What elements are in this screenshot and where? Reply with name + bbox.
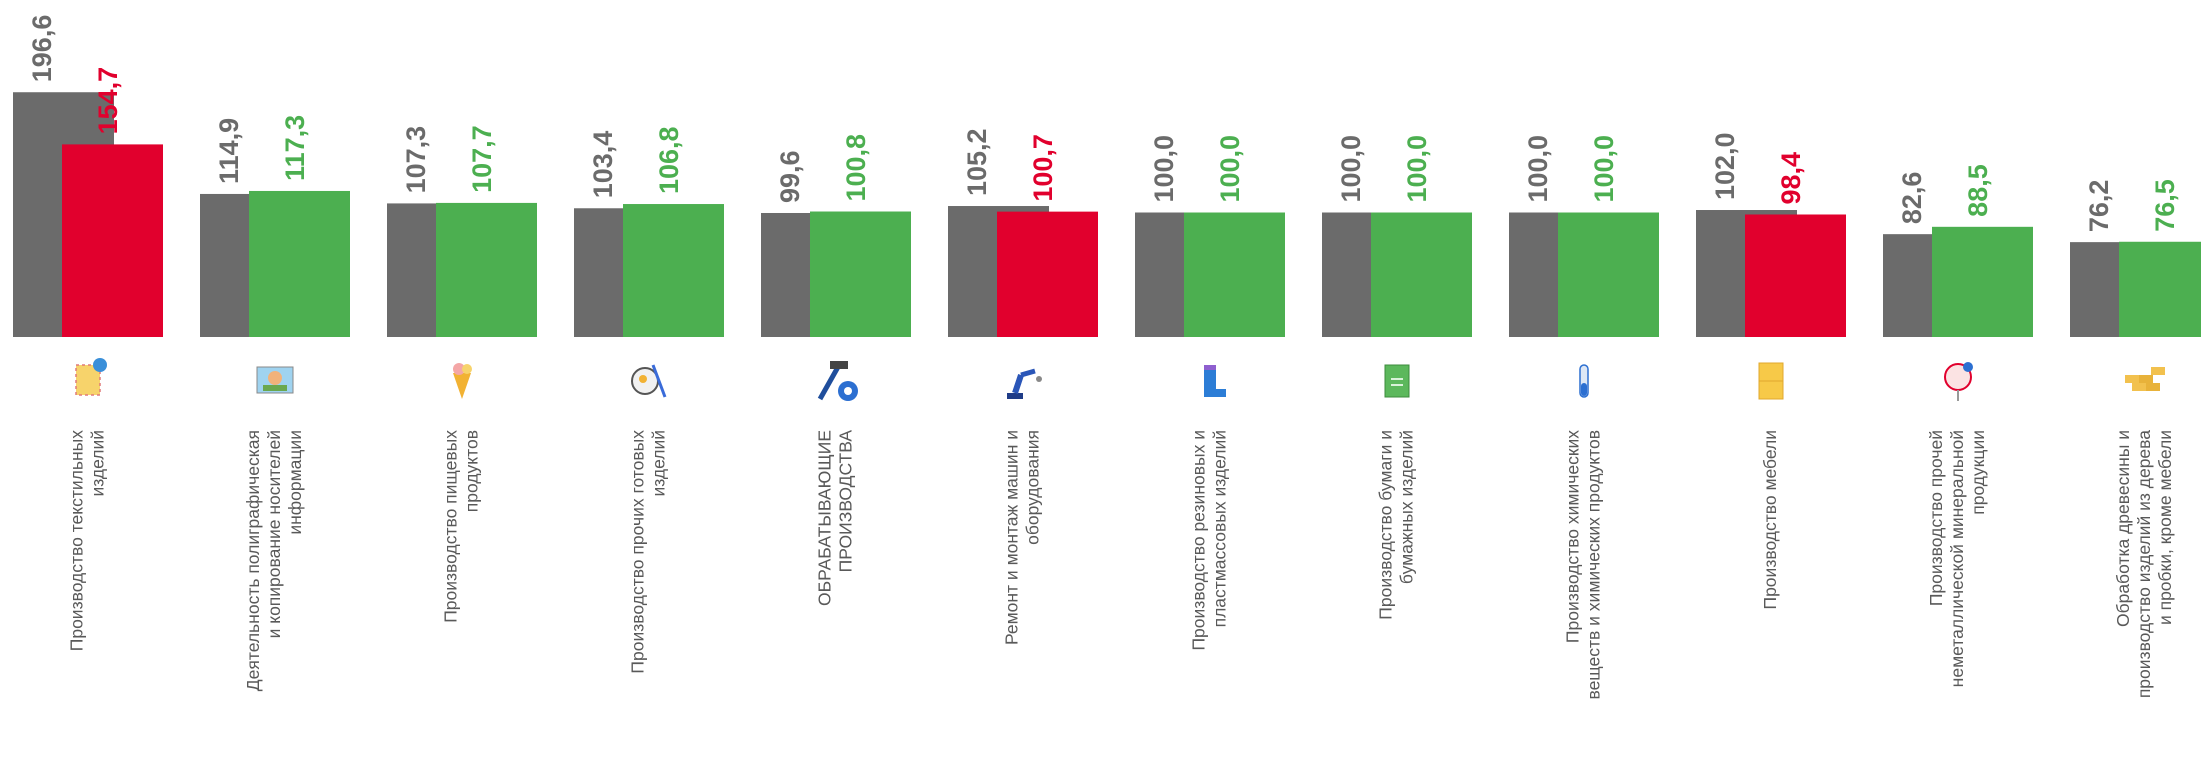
bar-current (62, 144, 163, 337)
bar-current (1932, 226, 2033, 337)
data-label-current: 100,0 (1589, 135, 1619, 203)
category-label-line: Производство бумаги и (1376, 430, 1396, 620)
category-label-line: Ремонт и монтаж машин и (1002, 430, 1022, 645)
category-label: ОБРАБАТЫВАЮЩИЕПРОИЗВОДСТВА (815, 430, 856, 606)
data-label-previous: 100,0 (1523, 135, 1553, 203)
mineral-icon (1944, 362, 1973, 401)
food-icon (453, 363, 472, 399)
bar-current (249, 190, 350, 337)
category-label-line: Производство текстильных (67, 430, 87, 651)
category-label-line: Производство мебели (1760, 430, 1780, 610)
category-label-line: ОБРАБАТЫВАЮЩИЕ (815, 430, 835, 606)
data-label-previous: 100,0 (1149, 135, 1179, 203)
paper-icon (1384, 364, 1410, 398)
category-label: Производство резиновых ипластмассовых из… (1189, 430, 1230, 651)
wood-icon (2125, 367, 2165, 391)
data-label-current: 100,7 (1028, 134, 1058, 202)
bar-current (997, 211, 1098, 337)
data-label-current: 100,0 (1215, 135, 1245, 203)
bar-current (810, 211, 911, 337)
category-label-line: бумажных изделий (1397, 430, 1417, 584)
category-label-line: информации (285, 430, 305, 535)
category-label: Производство бумаги ибумажных изделий (1376, 430, 1417, 620)
category-label: Производство мебели (1760, 430, 1780, 610)
manufacturing-icon (817, 361, 858, 401)
category-label-line: ПРОИЗВОДСТВА (836, 430, 856, 573)
category-label-line: неметаллической минеральной (1947, 430, 1967, 687)
category-label-line: пластмассовых изделий (1210, 430, 1230, 627)
category-label-line: веществ и химических продуктов (1584, 430, 1604, 700)
bar-current (1184, 212, 1285, 337)
category-label: Производство текстильныхизделий (67, 430, 108, 651)
category-label-line: Деятельность полиграфическая (243, 430, 263, 691)
category-label-line: Производство химических (1563, 430, 1583, 643)
printing-icon (256, 366, 294, 394)
data-label-previous: 76,2 (2084, 180, 2114, 233)
data-label-current: 98,4 (1776, 152, 1806, 205)
category-label-line: Производство прочей (1926, 430, 1946, 606)
data-label-previous: 107,3 (401, 126, 431, 194)
data-label-previous: 82,6 (1897, 172, 1927, 225)
category-label-line: продуктов (462, 430, 482, 512)
chemistry-icon (1579, 364, 1589, 398)
bar-current (1558, 212, 1659, 337)
data-label-previous: 105,2 (962, 128, 992, 196)
finished-goods-icon (631, 364, 667, 398)
bar-current (2119, 241, 2201, 337)
category-label-line: Обработка древесины и (2113, 430, 2133, 627)
data-label-previous: 100,0 (1336, 135, 1366, 203)
category-label: Производство химическихвеществ и химичес… (1563, 430, 1604, 700)
data-label-previous: 114,9 (214, 118, 244, 184)
data-label-current: 106,8 (654, 126, 684, 194)
textile-icon (75, 358, 107, 396)
bar-current (623, 204, 724, 337)
data-label-previous: 99,6 (775, 150, 805, 203)
category-label: Обработка древесины ипроизводство издели… (2113, 430, 2175, 698)
data-label-current: 154,7 (93, 67, 123, 135)
data-label-current: 88,5 (1963, 164, 1993, 217)
furniture-icon (1758, 362, 1784, 400)
category-label-line: изделий (649, 430, 669, 497)
category-label-line: и копирование носителей (264, 430, 284, 638)
category-label-line: Производство пищевых (441, 430, 461, 623)
data-label-previous: 196,6 (27, 15, 57, 83)
data-label-current: 100,8 (841, 134, 871, 202)
data-label-previous: 102,0 (1710, 132, 1740, 200)
category-label-line: Производство резиновых и (1189, 430, 1209, 651)
bar-current (1745, 214, 1846, 337)
category-label: Производство пищевыхпродуктов (441, 430, 482, 623)
category-label: Ремонт и монтаж машин иоборудования (1002, 430, 1043, 645)
category-label: Деятельность полиграфическаяи копировани… (243, 430, 305, 691)
category-label: Производство прочих готовыхизделий (628, 430, 669, 674)
data-label-previous: 103,4 (588, 131, 618, 199)
bar-current (436, 202, 537, 337)
category-label-line: продукции (1968, 430, 1988, 515)
data-label-current: 117,3 (280, 115, 310, 181)
category-label-line: изделий (88, 430, 108, 497)
bar-current (1371, 212, 1472, 337)
data-label-current: 100,0 (1402, 135, 1432, 203)
robot-arm-icon (1007, 368, 1042, 399)
data-label-current: 107,7 (467, 125, 497, 193)
category-label-line: Производство прочих готовых (628, 430, 648, 674)
category-label-line: оборудования (1023, 430, 1043, 545)
category-label-line: и пробки, кроме мебели (2155, 430, 2175, 625)
rubber-boot-icon (1204, 365, 1226, 397)
category-label: Производство прочейнеметаллической минер… (1926, 430, 1988, 687)
data-label-current: 76,5 (2150, 179, 2180, 232)
category-label-line: производство изделий из дерева (2134, 430, 2154, 698)
